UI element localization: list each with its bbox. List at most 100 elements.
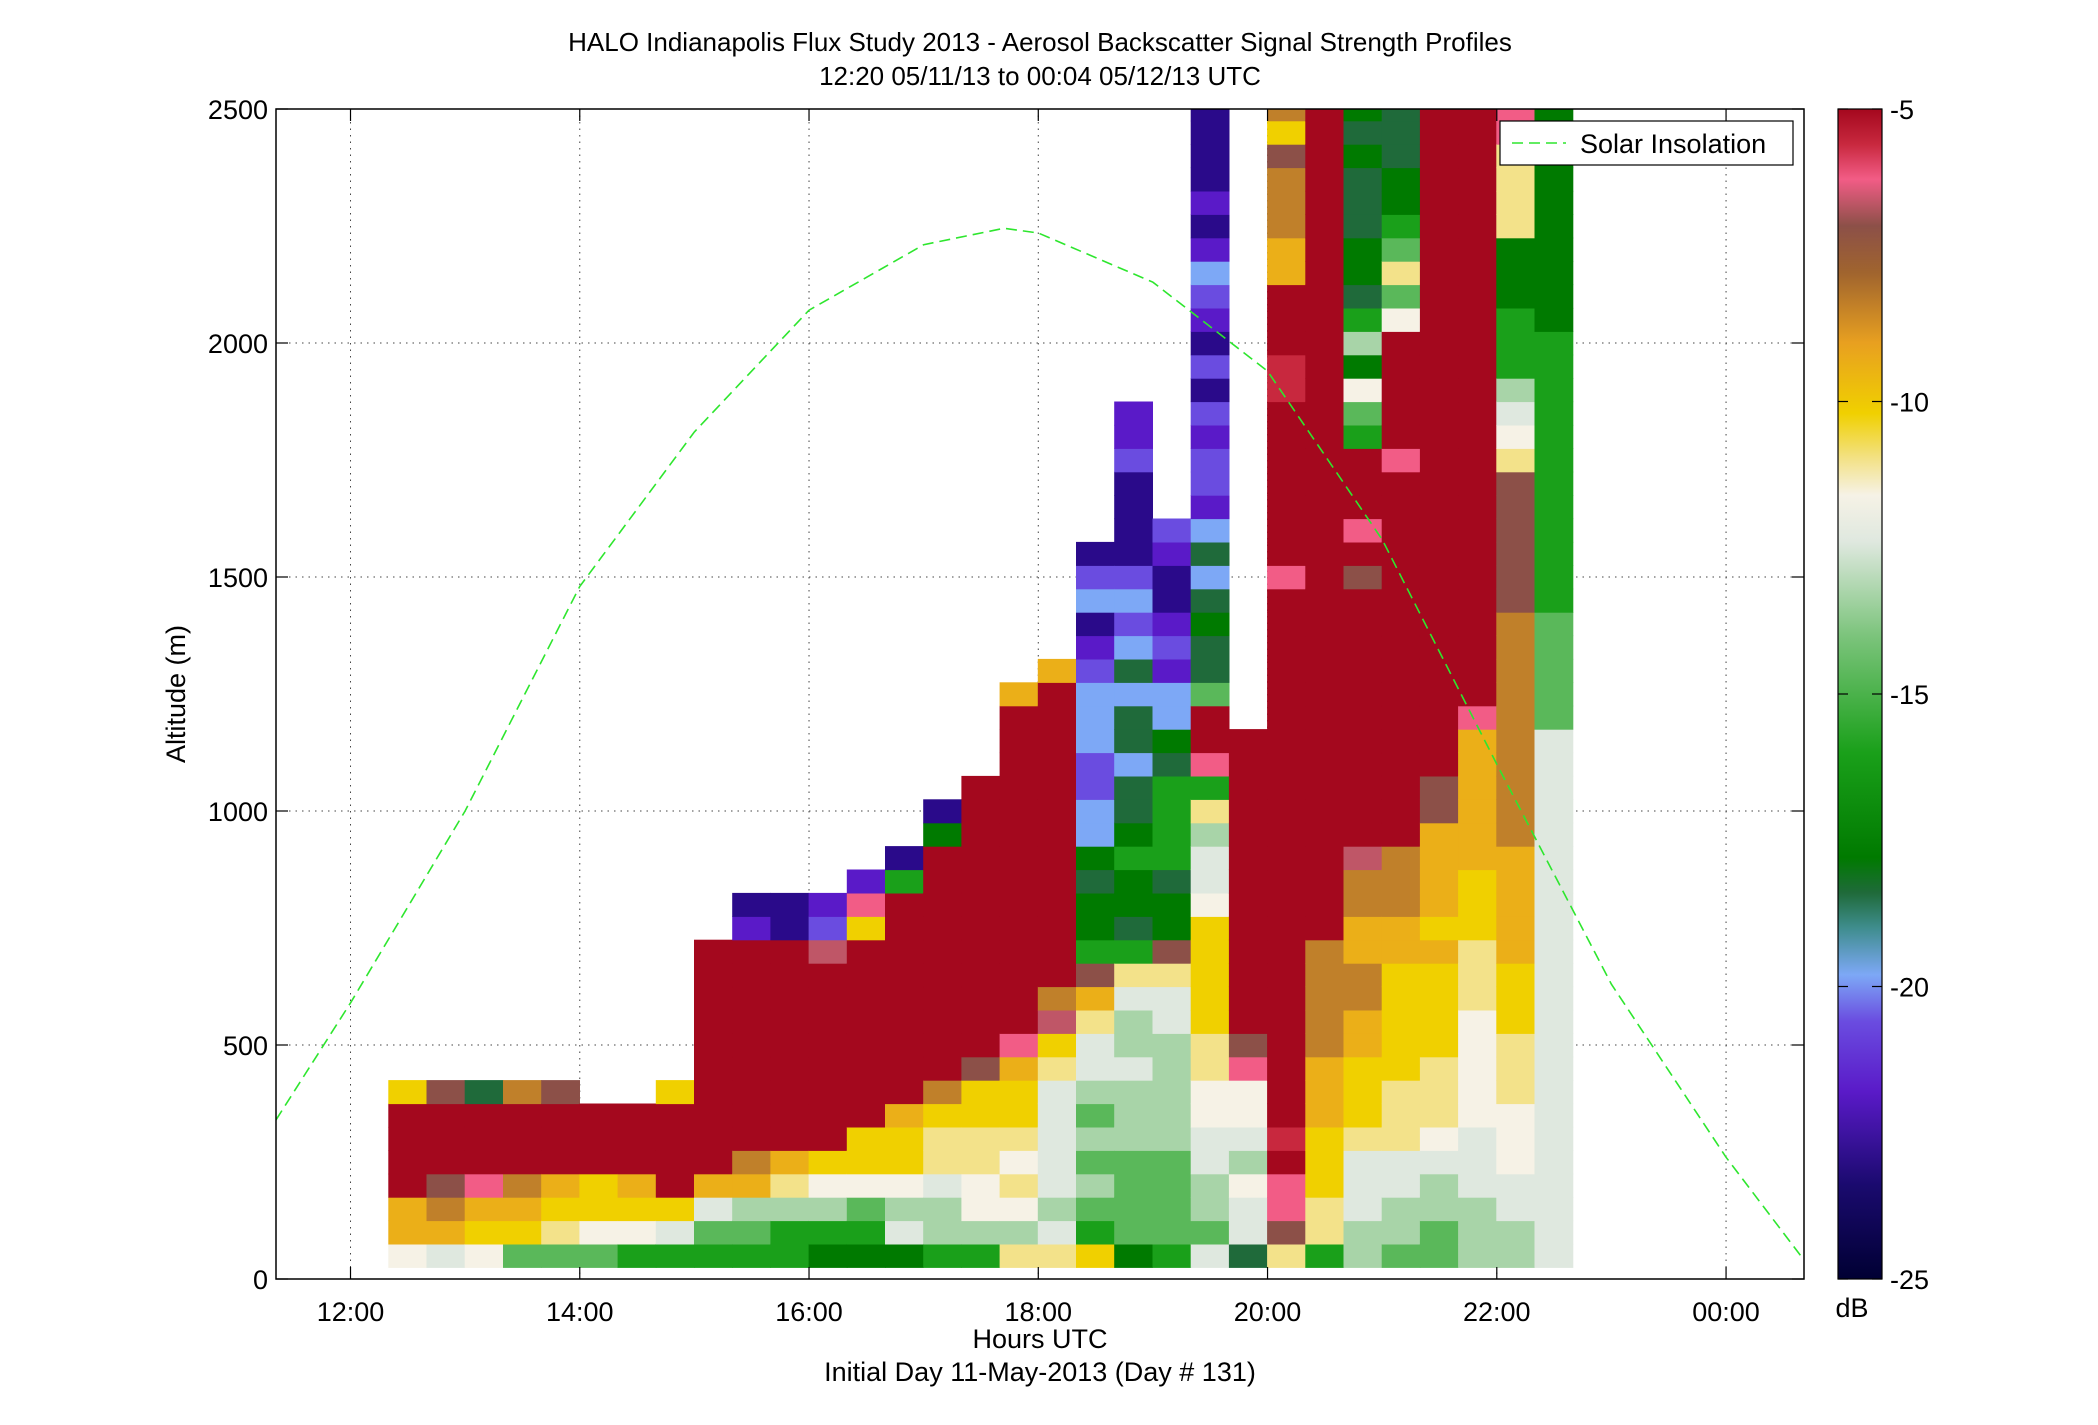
backscatter-cell: [1381, 261, 1421, 286]
backscatter-cell: [1076, 1033, 1115, 1058]
backscatter-cell: [1419, 1243, 1459, 1268]
backscatter-cell: [1305, 752, 1345, 777]
backscatter-cell: [1458, 190, 1497, 215]
backscatter-cell: [503, 1243, 542, 1268]
backscatter-cell: [1534, 1126, 1574, 1151]
backscatter-cell: [1458, 541, 1497, 566]
backscatter-cell: [732, 1173, 771, 1198]
backscatter-cell: [1076, 963, 1115, 988]
backscatter-cell: [732, 1150, 771, 1175]
backscatter-cell: [388, 1173, 428, 1198]
backscatter-cell: [846, 963, 886, 988]
backscatter-cell: [1267, 1173, 1306, 1198]
backscatter-cell: [1496, 518, 1536, 543]
backscatter-cell: [1343, 892, 1383, 917]
backscatter-cell: [923, 916, 962, 941]
backscatter-cell: [1381, 190, 1421, 215]
backscatter-cell: [1419, 588, 1459, 613]
backscatter-cell: [961, 1150, 1001, 1175]
backscatter-cell: [1267, 1150, 1306, 1175]
backscatter-cell: [1496, 1103, 1536, 1128]
backscatter-cell: [1535, 0, 1574, 4]
colorbar-tick-label: -25: [1890, 1265, 1929, 1295]
backscatter-cell: [1114, 682, 1153, 707]
backscatter-cell: [770, 939, 810, 964]
backscatter-cell: [1228, 846, 1268, 871]
backscatter-cell: [999, 1033, 1039, 1058]
backscatter-cells: [388, 0, 1574, 1268]
backscatter-cell: [1419, 237, 1459, 262]
backscatter-cell: [1381, 892, 1421, 917]
backscatter-cell: [961, 1126, 1001, 1151]
backscatter-cell: [1114, 775, 1153, 800]
backscatter-cell: [1190, 424, 1230, 449]
backscatter-cell: [1305, 916, 1345, 941]
backscatter-cell: [1114, 1009, 1153, 1034]
backscatter-cell: [923, 1009, 962, 1034]
backscatter-cell: [1496, 190, 1536, 215]
backscatter-cell: [1496, 401, 1536, 426]
backscatter-cell: [1114, 471, 1153, 496]
backscatter-cell: [1228, 1080, 1268, 1105]
backscatter-cell: [1458, 869, 1497, 894]
backscatter-cell: [1267, 237, 1306, 262]
backscatter-cell: [1343, 588, 1383, 613]
backscatter-cell: [1381, 307, 1421, 332]
backscatter-cell: [1496, 331, 1536, 356]
backscatter-cell: [961, 846, 1001, 871]
backscatter-cell: [1381, 635, 1421, 660]
backscatter-cell: [1458, 799, 1497, 824]
backscatter-cell: [1381, 1220, 1421, 1245]
backscatter-cell: [1496, 682, 1536, 707]
backscatter-cell: [1458, 729, 1497, 754]
backscatter-cell: [1496, 588, 1536, 613]
backscatter-cell: [1343, 307, 1383, 332]
backscatter-cell: [1305, 1243, 1345, 1268]
backscatter-cell: [388, 1150, 428, 1175]
backscatter-cell: [961, 1103, 1001, 1128]
backscatter-cell: [1534, 471, 1574, 496]
backscatter-cell: [1381, 799, 1421, 824]
backscatter-cell: [1458, 565, 1497, 590]
backscatter-cell: [1419, 261, 1459, 286]
backscatter-cell: [1458, 1220, 1497, 1245]
backscatter-cell: [1037, 775, 1077, 800]
backscatter-cell: [1037, 1150, 1077, 1175]
backscatter-cell: [1152, 1009, 1192, 1034]
backscatter-cell: [503, 1173, 542, 1198]
backscatter-cell: [1190, 214, 1230, 239]
backscatter-cell: [923, 1033, 962, 1058]
backscatter-cell: [808, 1056, 848, 1081]
backscatter-cell: [1267, 635, 1306, 660]
backscatter-cell: [999, 1126, 1039, 1151]
backscatter-cell: [1343, 752, 1383, 777]
backscatter-cell: [1343, 109, 1383, 122]
backscatter-cell: [1534, 588, 1574, 613]
backscatter-cell: [1534, 1220, 1574, 1245]
legend: Solar Insolation: [1499, 120, 1794, 166]
backscatter-cell: [1420, 74, 1459, 98]
backscatter-cell: [1267, 729, 1306, 754]
backscatter-cell: [1190, 752, 1230, 777]
backscatter-cell: [426, 1243, 466, 1268]
backscatter-cell: [1076, 986, 1115, 1011]
backscatter-cell: [1152, 565, 1192, 590]
backscatter-cell: [1267, 1126, 1306, 1151]
backscatter-cell: [1534, 1056, 1574, 1081]
backscatter-cell: [617, 1150, 657, 1175]
backscatter-cell: [1190, 284, 1230, 309]
backscatter-cell: [1381, 1197, 1421, 1222]
backscatter-cell: [808, 963, 848, 988]
backscatter-cell: [1419, 963, 1459, 988]
backscatter-cell: [846, 1220, 886, 1245]
backscatter-cell: [1190, 1243, 1230, 1268]
backscatter-cell: [1496, 495, 1536, 520]
backscatter-cell: [1496, 284, 1536, 309]
backscatter-cell: [1305, 378, 1345, 403]
backscatter-cell: [1343, 1220, 1383, 1245]
backscatter-cell: [1267, 307, 1306, 332]
backscatter-cell: [1114, 612, 1153, 637]
backscatter-cell: [732, 916, 771, 941]
backscatter-cell: [1381, 1173, 1421, 1198]
chart-title: HALO Indianapolis Flux Study 2013 - Aero…: [568, 27, 1512, 57]
